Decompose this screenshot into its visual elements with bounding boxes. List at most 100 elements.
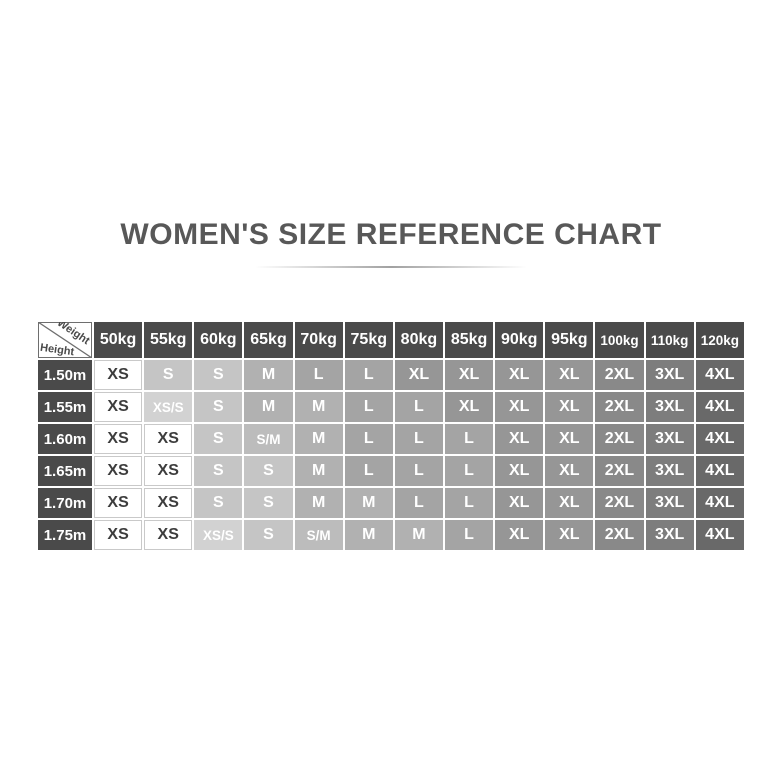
- size-cell: XS: [94, 360, 143, 390]
- height-header-cell: 1.70m: [38, 488, 92, 518]
- diagonal-divider-line: [38, 322, 92, 358]
- size-cell: M: [294, 488, 343, 518]
- weight-header-cell: 55kg: [144, 322, 193, 358]
- table-row: 1.70m XS XS S S M M L L XL XL 2XL 3XL 4XL: [38, 488, 744, 518]
- size-cell: 4XL: [695, 392, 744, 422]
- size-cell: XL: [394, 360, 443, 390]
- size-cell: 2XL: [595, 360, 644, 390]
- table-row: 1.50m XS S S M L L XL XL XL XL 2XL 3XL 4XL: [38, 360, 744, 390]
- size-cell: XL: [495, 456, 544, 486]
- size-cell: 4XL: [695, 520, 744, 550]
- weight-header-cell: 65kg: [244, 322, 293, 358]
- size-cell: XL: [545, 424, 594, 454]
- size-cell: M: [244, 392, 293, 422]
- size-reference-table: Weight Height 50kg 55kg 60kg 65kg 70kg 75kg 80…: [36, 320, 746, 552]
- height-header-cell: 1.60m: [38, 424, 92, 454]
- size-cell: S: [194, 424, 243, 454]
- size-cell: XL: [495, 392, 544, 422]
- size-cell: XS/S: [194, 520, 243, 550]
- size-cell: 3XL: [645, 392, 694, 422]
- height-header-cell: 1.50m: [38, 360, 92, 390]
- size-cell: XL: [545, 488, 594, 518]
- size-cell: XS: [144, 424, 193, 454]
- size-cell: M: [294, 424, 343, 454]
- size-cell: 4XL: [695, 488, 744, 518]
- size-cell: L: [394, 456, 443, 486]
- weight-header-cell: 90kg: [495, 322, 544, 358]
- weight-header-cell: 100kg: [595, 322, 644, 358]
- size-cell: 3XL: [645, 360, 694, 390]
- size-cell: S: [144, 360, 193, 390]
- table-row: 1.65m XS XS S S M L L L XL XL 2XL 3XL 4XL: [38, 456, 744, 486]
- size-cell: M: [344, 520, 393, 550]
- size-cell: L: [394, 392, 443, 422]
- weight-header-cell: 95kg: [545, 322, 594, 358]
- size-cell: S/M: [244, 424, 293, 454]
- size-cell: XL: [495, 520, 544, 550]
- size-cell: S/M: [294, 520, 343, 550]
- size-cell: S: [194, 392, 243, 422]
- size-cell: L: [394, 424, 443, 454]
- weight-header-cell: 60kg: [194, 322, 243, 358]
- size-cell: XS: [144, 456, 193, 486]
- size-cell: S: [244, 520, 293, 550]
- weight-header-cell: 85kg: [444, 322, 494, 358]
- size-cell: L: [344, 392, 393, 422]
- height-header-cell: 1.75m: [38, 520, 92, 550]
- size-cell: XS: [94, 520, 143, 550]
- height-header-cell: 1.65m: [38, 456, 92, 486]
- size-cell: 2XL: [595, 424, 644, 454]
- size-cell: XL: [545, 456, 594, 486]
- size-cell: L: [294, 360, 343, 390]
- weight-header-cell: 120kg: [695, 322, 744, 358]
- corner-axis-cell: Weight Height: [38, 322, 92, 358]
- size-cell: 2XL: [595, 520, 644, 550]
- size-cell: XS: [94, 392, 143, 422]
- table-row: 1.75m XS XS XS/S S S/M M M L XL XL 2XL 3XL 4XL: [38, 520, 744, 550]
- weight-header-cell: 75kg: [344, 322, 393, 358]
- size-cell: 2XL: [595, 392, 644, 422]
- size-cell: 3XL: [645, 424, 694, 454]
- size-cell: 3XL: [645, 520, 694, 550]
- size-cell: XS/S: [144, 392, 193, 422]
- weight-header-cell: 50kg: [94, 322, 143, 358]
- size-cell: XL: [545, 360, 594, 390]
- size-cell: XS: [94, 424, 143, 454]
- size-cell: 2XL: [595, 488, 644, 518]
- size-cell: 4XL: [695, 456, 744, 486]
- size-cell: 4XL: [695, 424, 744, 454]
- size-cell: M: [294, 456, 343, 486]
- size-cell: L: [444, 488, 494, 518]
- size-cell: S: [194, 360, 243, 390]
- size-cell: M: [294, 392, 343, 422]
- size-cell: M: [244, 360, 293, 390]
- size-cell: L: [344, 424, 393, 454]
- size-cell: S: [244, 488, 293, 518]
- size-cell: L: [444, 456, 494, 486]
- size-cell: L: [444, 424, 494, 454]
- size-cell: XL: [545, 520, 594, 550]
- size-cell: XL: [444, 360, 494, 390]
- size-cell: L: [394, 488, 443, 518]
- size-cell: L: [444, 520, 494, 550]
- weight-header-cell: 70kg: [294, 322, 343, 358]
- table-row: 1.55m XS XS/S S M M L L XL XL XL 2XL 3XL 4XL: [38, 392, 744, 422]
- size-cell: 2XL: [595, 456, 644, 486]
- size-cell: S: [194, 488, 243, 518]
- size-cell: 4XL: [695, 360, 744, 390]
- size-cell: S: [194, 456, 243, 486]
- title-divider: [255, 266, 527, 268]
- size-cell: 3XL: [645, 456, 694, 486]
- page-title: WOMEN'S SIZE REFERENCE CHART: [120, 218, 662, 251]
- height-header-cell: 1.55m: [38, 392, 92, 422]
- size-cell: L: [344, 360, 393, 390]
- size-cell: XL: [545, 392, 594, 422]
- size-cell: S: [244, 456, 293, 486]
- size-cell: XL: [444, 392, 494, 422]
- size-cell: XS: [94, 456, 143, 486]
- size-cell: L: [344, 456, 393, 486]
- weight-header-cell: 110kg: [645, 322, 694, 358]
- size-cell: M: [344, 488, 393, 518]
- weight-header-cell: 80kg: [394, 322, 443, 358]
